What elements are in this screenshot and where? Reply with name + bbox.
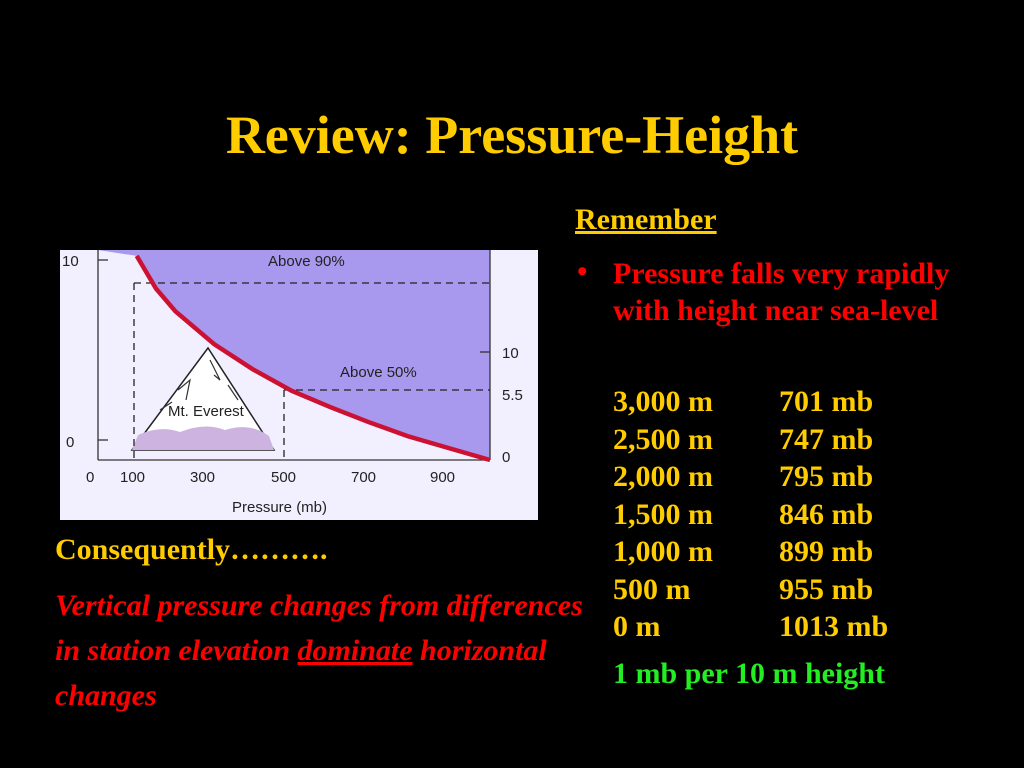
table-row: 3,000 m 701 mb — [613, 383, 888, 421]
y-left-tick-0: 0 — [66, 434, 74, 451]
slide-title: Review: Pressure-Height — [225, 105, 799, 165]
pressure-cell: 795 mb — [779, 460, 874, 493]
conclusion-part1: Vertical pressure changes from differenc… — [55, 589, 583, 667]
pressure-cell: 846 mb — [779, 497, 874, 531]
table-row: 1,500 m 846 mb — [613, 496, 888, 534]
height-cell: 1,000 m — [613, 535, 713, 568]
bullet-marker: • — [577, 255, 588, 288]
bullet-text: Pressure falls very rapidly with height … — [613, 257, 950, 327]
x-tick-900: 900 — [430, 469, 455, 486]
x-tick-700: 700 — [351, 469, 376, 486]
remember-heading: Remember — [575, 203, 717, 236]
table-row: 0 m 1013 mb — [613, 608, 888, 646]
pressure-curve — [134, 254, 491, 463]
x-axis-label: Pressure (mb) — [232, 499, 327, 516]
conclusion-underlined: dominate — [297, 634, 413, 667]
y-right-tick-10: 10 — [502, 345, 519, 362]
chart-svg: Above 90% Above 50% Mt. Everest 10 0 10 … — [62, 250, 523, 516]
pressure-cell: 1013 mb — [779, 610, 889, 643]
x-tick-0: 0 — [86, 469, 94, 486]
pressure-cell: 747 mb — [779, 422, 874, 456]
annotation-above-90: Above 90% — [268, 253, 345, 270]
y-left-tick-10: 10 — [62, 253, 79, 270]
annotation-everest: Mt. Everest — [168, 403, 245, 420]
sky-fill — [98, 250, 490, 460]
x-tick-100: 100 — [120, 469, 145, 486]
table-row: 2,500 m 747 mb — [613, 421, 888, 459]
pressure-cell: 899 mb — [779, 535, 874, 568]
rate-note: 1 mb per 10 m height — [613, 657, 885, 690]
pressure-height-chart: Above 90% Above 50% Mt. Everest 10 0 10 … — [60, 250, 538, 520]
table-row: 500 m 955 mb — [613, 571, 888, 609]
y-right-tick-5-5: 5.5 — [502, 387, 523, 404]
table-row: 1,000 m 899 mb — [613, 533, 888, 571]
pressure-cell: 955 mb — [779, 572, 874, 606]
pressure-height-table: 3,000 m 701 mb 2,500 m 747 mb 2,000 m 795 m… — [613, 383, 888, 646]
x-tick-500: 500 — [271, 469, 296, 486]
conclusion-text: Vertical pressure changes from differenc… — [55, 583, 595, 718]
height-cell: 0 m — [613, 610, 661, 643]
x-tick-300: 300 — [190, 469, 215, 486]
height-cell: 3,000 m — [613, 385, 713, 418]
table-row: 2,000 m 795 mb — [613, 458, 888, 496]
pressure-cell: 701 mb — [779, 385, 874, 418]
consequently-label: Consequently………. — [55, 533, 328, 566]
everest-mountain — [130, 346, 276, 451]
height-cell: 500 m — [613, 572, 691, 606]
height-cell: 2,500 m — [613, 422, 713, 456]
annotation-above-50: Above 50% — [340, 364, 417, 381]
height-cell: 2,000 m — [613, 460, 713, 493]
conclusion-part2: horizontal changes — [55, 634, 547, 712]
y-right-tick-0: 0 — [502, 449, 510, 466]
height-cell: 1,500 m — [613, 497, 713, 531]
